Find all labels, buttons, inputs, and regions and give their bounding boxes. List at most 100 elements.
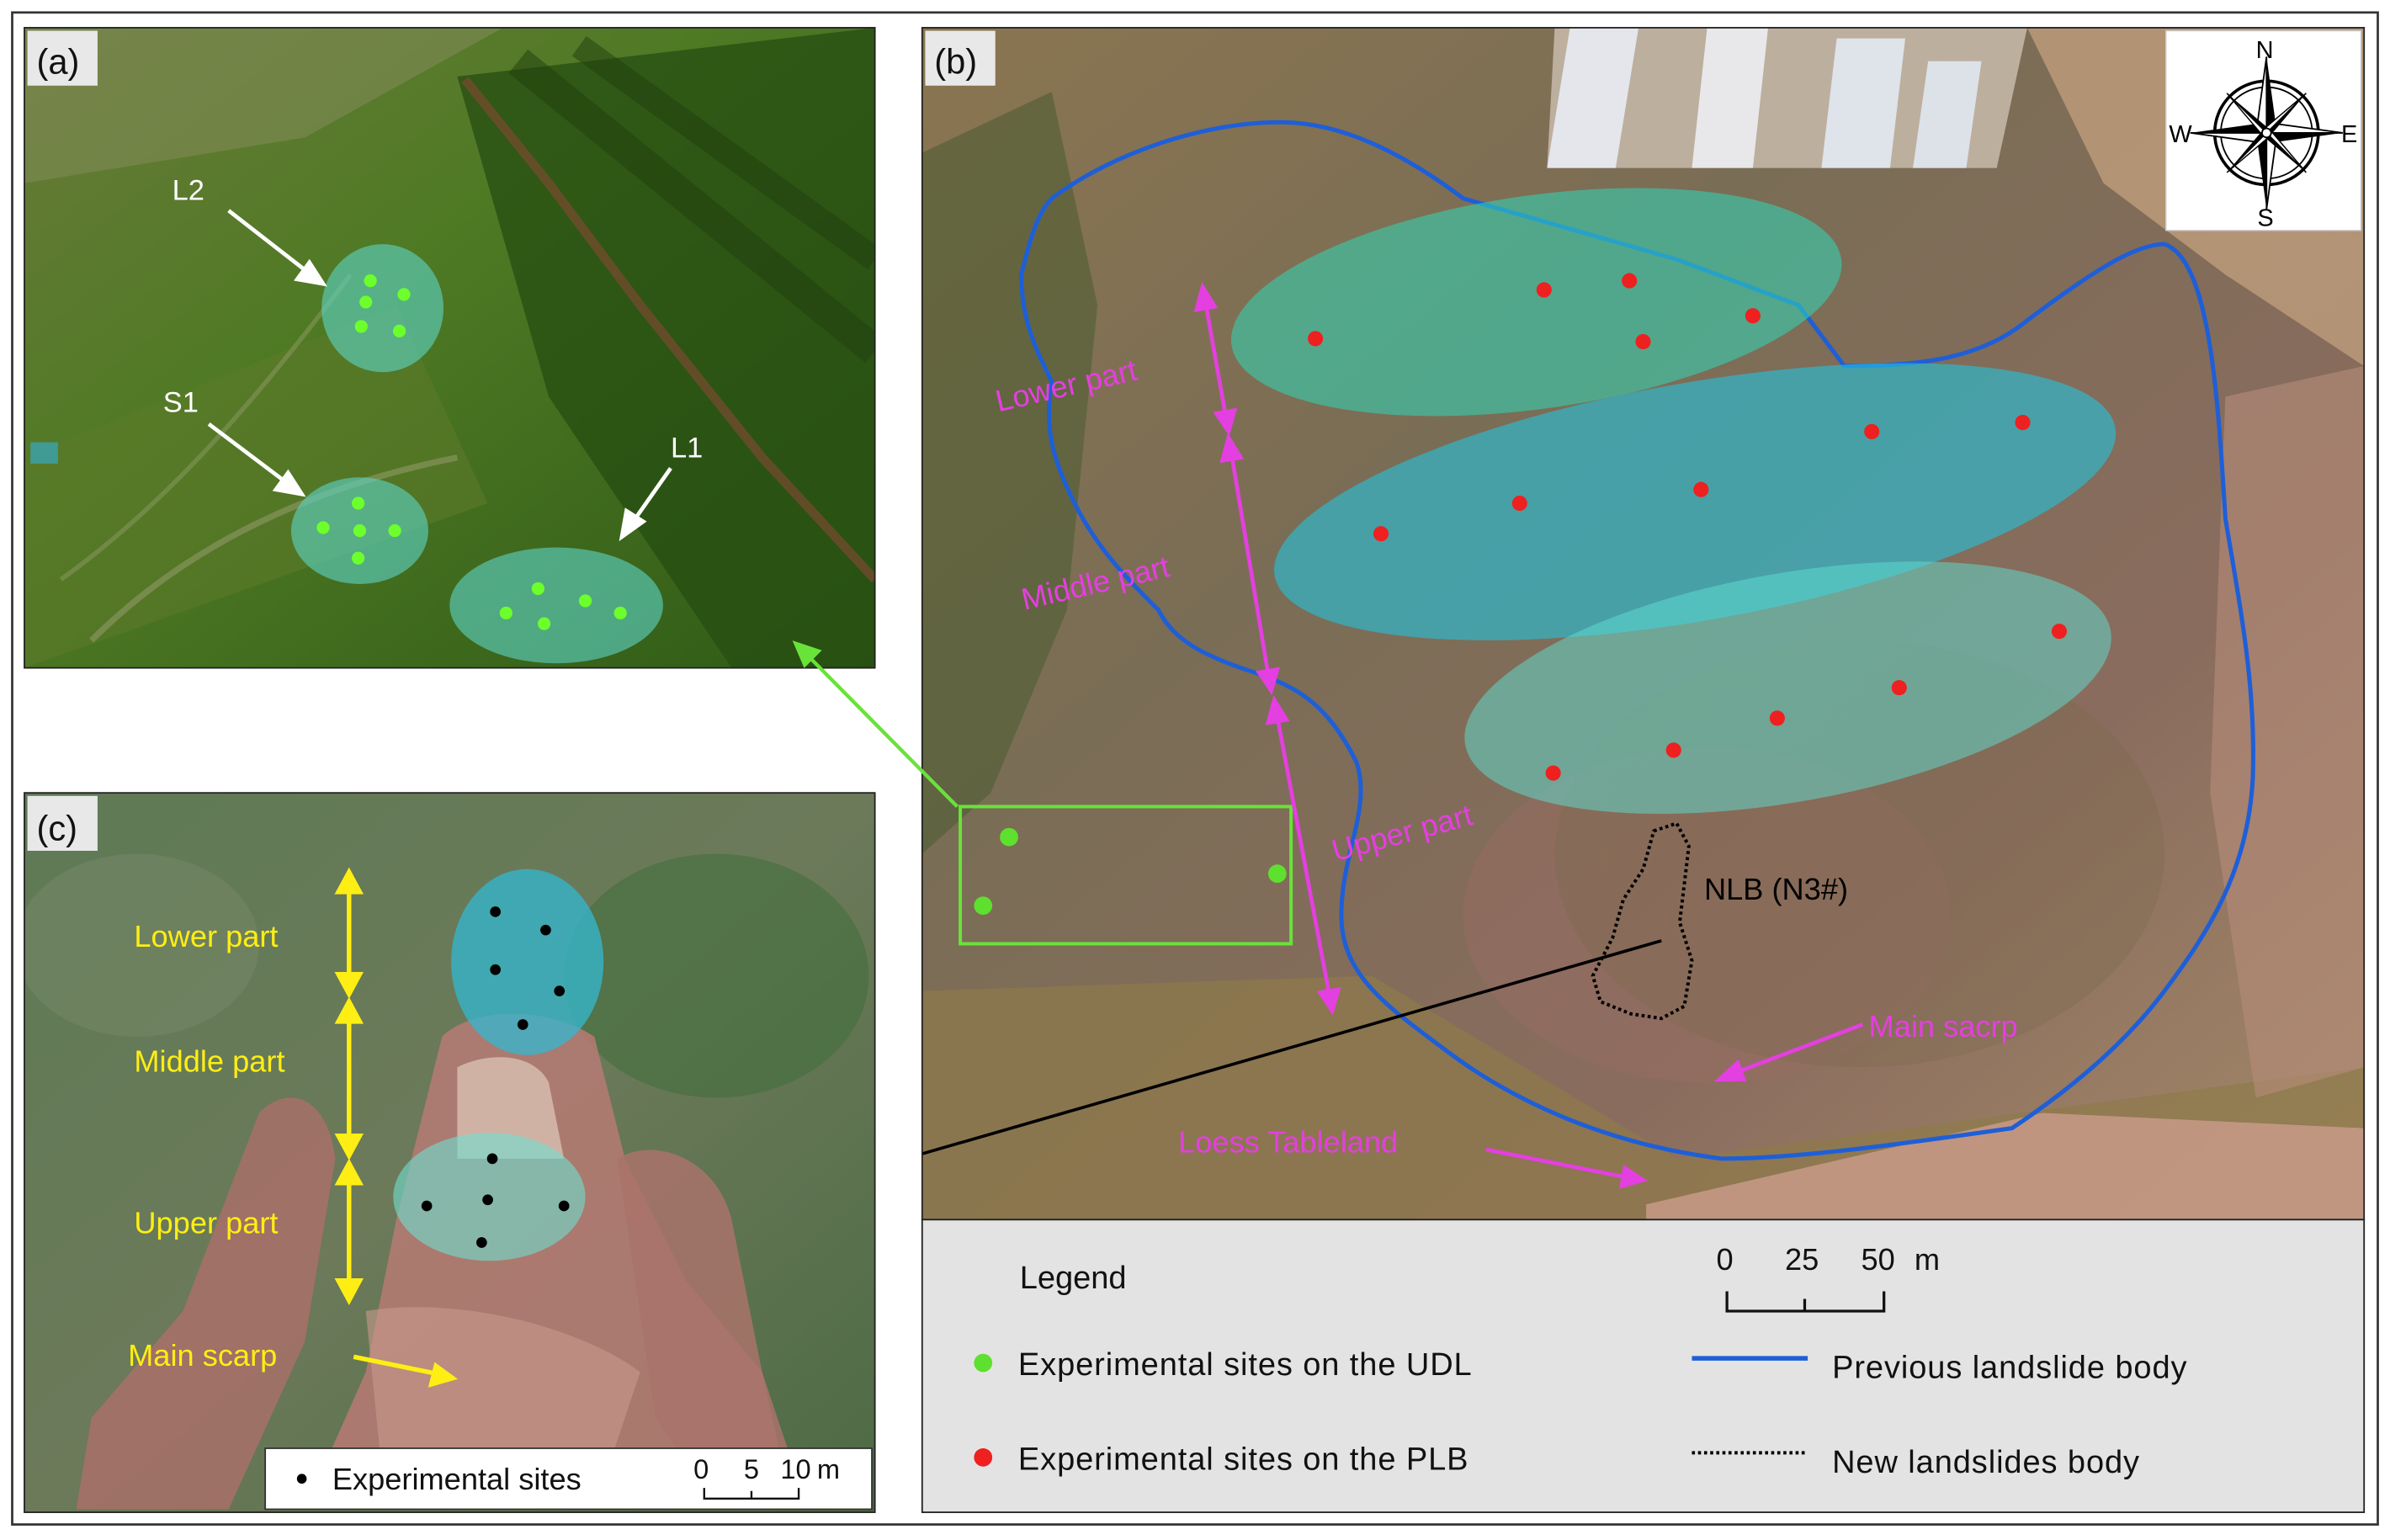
panel-b-photo: Lower part Middle part Upper part Main s… (921, 27, 2365, 1220)
site-dot (1267, 864, 1287, 884)
site-dot (359, 295, 373, 309)
panel-b-tag: (b) (934, 41, 977, 81)
label-c-middle: Middle part (134, 1044, 284, 1079)
outer-frame (11, 11, 2379, 1526)
scale-b-tick-0: 0 (1716, 1242, 1733, 1277)
plb-site-dots (1308, 273, 2068, 781)
legend-c-dot (296, 1474, 307, 1484)
legend-item-previous: Previous landslide body (1832, 1351, 2187, 1386)
panel-a-tag-bg (27, 30, 98, 86)
site-dot (1308, 331, 1324, 347)
site-dot (1745, 308, 1761, 324)
scale-bar-b: 0 25 50 m (1716, 1242, 1940, 1313)
legend-red-dot-icon (974, 1447, 993, 1467)
panel-c-tag: (c) (36, 808, 77, 847)
legend-green-dot-icon (974, 1353, 993, 1373)
site-dot (397, 288, 411, 301)
scale-b-tick-50: 50 (1862, 1242, 1895, 1277)
site-dot (538, 617, 551, 630)
label-b-main-scarp: Main sacrp (1869, 1009, 2018, 1043)
scale-c-tick-2: 10 (780, 1453, 810, 1484)
site-dot (353, 524, 367, 538)
label-c-lower: Lower part (134, 919, 278, 953)
site-dot (352, 497, 365, 510)
site-dot (490, 964, 501, 975)
scale-c-tick-0: 0 (693, 1453, 709, 1484)
site-dot (316, 521, 330, 534)
site-dot (1891, 680, 1907, 696)
label-s1: S1 (163, 386, 199, 418)
site-dot (558, 1200, 570, 1212)
panel-b: Lower part Middle part Upper part Main s… (921, 27, 2366, 1221)
nlb-to-c-arrow (921, 939, 1662, 1155)
udl-site-dots-a (316, 273, 627, 630)
udl-site-dots-b (974, 827, 1287, 916)
site-dot (1693, 481, 1709, 497)
site-dot (1000, 827, 1018, 847)
legend-c-text: Experimental sites (332, 1462, 582, 1496)
panel-c-photo: Lower part Middle part Upper part Main s… (24, 793, 875, 1513)
site-dot (613, 606, 627, 620)
callout-arrows-a (207, 209, 672, 542)
site-dot (2051, 624, 2068, 640)
site-dot (578, 594, 592, 608)
legend-panel: Legend Experimental sites on the UDL Exp… (921, 1219, 2366, 1513)
scale-b-tick-25: 25 (1785, 1242, 1819, 1277)
legend-title: Legend (1020, 1261, 1127, 1296)
scale-c-unit: m (817, 1453, 840, 1484)
callout-arrows-b (1485, 1022, 1864, 1189)
legend-item-udl: Experimental sites on the UDL (1018, 1347, 1473, 1383)
inset-box-c (959, 805, 1293, 946)
label-l1: L1 (671, 433, 703, 465)
site-dot (388, 524, 401, 538)
landslide-scar-west (76, 1097, 336, 1510)
site-dot (352, 551, 365, 565)
site-dot (1665, 742, 1681, 758)
site-dot (540, 924, 551, 936)
panel-c: Lower part Middle part Upper part Main s… (24, 792, 876, 1513)
site-dot (499, 606, 513, 620)
panel-c-legend: Experimental sites 0 5 10 m (264, 1447, 873, 1511)
site-zone-upper-ellipse (451, 868, 604, 1055)
site-dot (1635, 333, 1651, 350)
site-dot (974, 896, 993, 916)
compass-s: S (2257, 204, 2273, 231)
label-c-upper: Upper part (134, 1206, 278, 1240)
site-dot (1511, 495, 1527, 512)
site-dot (531, 581, 544, 596)
site-dot (482, 1194, 493, 1206)
site-dot (1536, 282, 1552, 298)
label-l2: L2 (173, 175, 204, 207)
site-dot (486, 1153, 498, 1165)
previous-landslide-boundary (1018, 119, 2255, 1161)
label-b-nlb: NLB (N3#) (1704, 872, 1848, 906)
compass-n: N (2256, 37, 2274, 64)
site-dot (476, 1237, 487, 1248)
site-dot (517, 1019, 528, 1030)
site-dot (2015, 414, 2031, 431)
compass-w: W (2169, 121, 2192, 148)
inset-connector-arrow (792, 640, 959, 808)
site-zone-b-upper (1464, 561, 2111, 815)
new-landslide-outline (1591, 820, 1694, 1021)
site-dot (490, 906, 501, 917)
compass-rose-icon: N S E W (2165, 29, 2362, 231)
site-dot (364, 273, 377, 288)
label-b-loess: Loess Tableland (1178, 1125, 1398, 1160)
site-dot (1545, 765, 1561, 781)
label-c-main-scarp: Main scarp (128, 1338, 277, 1373)
site-dot (354, 320, 368, 333)
site-dot (1864, 423, 1880, 439)
compass-e: E (2341, 121, 2357, 148)
scale-bar-c: 0 5 10 m (693, 1453, 840, 1500)
site-dot (421, 1200, 433, 1212)
site-dots-c (421, 906, 570, 1248)
site-zone-l1 (449, 547, 663, 664)
panel-a-tag: (a) (36, 41, 79, 81)
legend-item-plb: Experimental sites on the PLB (1018, 1442, 1469, 1477)
landslide-scar-east (617, 1150, 793, 1510)
site-zone-l2 (321, 244, 444, 373)
site-dot (1622, 273, 1638, 289)
panel-a-photo: L2 S1 L1 (24, 27, 875, 668)
